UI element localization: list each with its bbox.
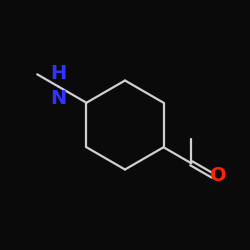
Text: N: N xyxy=(50,89,67,108)
Text: O: O xyxy=(210,166,226,185)
Text: H: H xyxy=(50,64,67,83)
